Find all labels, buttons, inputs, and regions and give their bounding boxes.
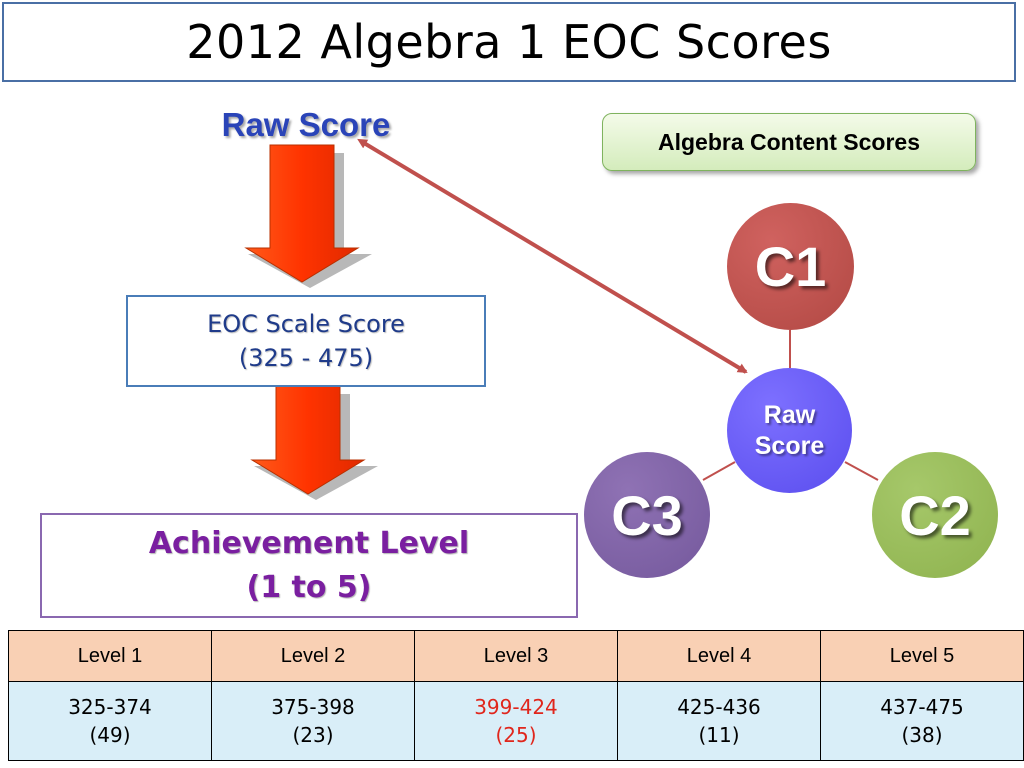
score-range: 325-374: [68, 695, 152, 719]
content-circle-c1: C1: [727, 203, 854, 330]
content-circle-c3: C3: [584, 452, 710, 578]
table-cell: 399-424 (25): [414, 681, 618, 761]
levels-table: Level 1 Level 2 Level 3 Level 4 Level 5 …: [8, 630, 1024, 761]
scale-score-range: (325 - 475): [238, 344, 374, 372]
achievement-level-title: Achievement Level: [148, 525, 470, 561]
scale-score-title: EOC Scale Score: [207, 310, 405, 338]
page-title: 2012 Algebra 1 EOC Scores: [186, 15, 832, 69]
down-arrow-icon: [244, 144, 372, 288]
table-cell: 325-374 (49): [8, 681, 212, 761]
c1-label: C1: [754, 235, 827, 298]
content-circle-c2: C2: [872, 452, 998, 578]
achievement-level-range: (1 to 5): [246, 569, 372, 605]
achievement-level-box: Achievement Level (1 to 5): [40, 513, 578, 618]
c3-label: C3: [611, 483, 683, 547]
connector-c2: [844, 461, 879, 481]
score-range: 399-424: [474, 695, 558, 719]
score-count: (23): [292, 723, 334, 747]
table-header-cell: Level 4: [617, 630, 821, 682]
table-header-row: Level 1 Level 2 Level 3 Level 4 Level 5: [8, 630, 1024, 682]
title-box: 2012 Algebra 1 EOC Scores: [2, 2, 1016, 82]
content-scores-label: Algebra Content Scores: [658, 128, 920, 155]
table-header-cell: Level 1: [8, 630, 212, 682]
raw-score-circle-line1: Raw: [763, 400, 816, 429]
connector-c3: [702, 461, 736, 481]
raw-score-circle: Raw Score: [727, 368, 852, 493]
score-count: (25): [495, 723, 537, 747]
c2-label: C2: [899, 483, 971, 547]
table-row: 325-374 (49) 375-398 (23) 399-424 (25) 4…: [8, 681, 1024, 761]
score-count: (11): [698, 723, 740, 747]
content-scores-box: Algebra Content Scores: [602, 113, 976, 171]
score-range: 437-475: [880, 695, 964, 719]
table-cell: 437-475 (38): [820, 681, 1024, 761]
double-arrow-icon: [357, 138, 748, 374]
score-range: 425-436: [677, 695, 761, 719]
table-cell: 375-398 (23): [211, 681, 415, 761]
table-header-cell: Level 5: [820, 630, 1024, 682]
raw-score-label: Raw Score: [221, 106, 391, 143]
table-header-cell: Level 2: [211, 630, 415, 682]
down-arrow-icon: [250, 385, 378, 500]
scale-score-box: EOC Scale Score (325 - 475): [126, 295, 486, 387]
score-range: 375-398: [271, 695, 355, 719]
raw-score-circle-line2: Score: [754, 431, 825, 460]
score-count: (38): [901, 723, 943, 747]
score-count: (49): [89, 723, 131, 747]
table-header-cell: Level 3: [414, 630, 618, 682]
table-cell: 425-436 (11): [617, 681, 821, 761]
